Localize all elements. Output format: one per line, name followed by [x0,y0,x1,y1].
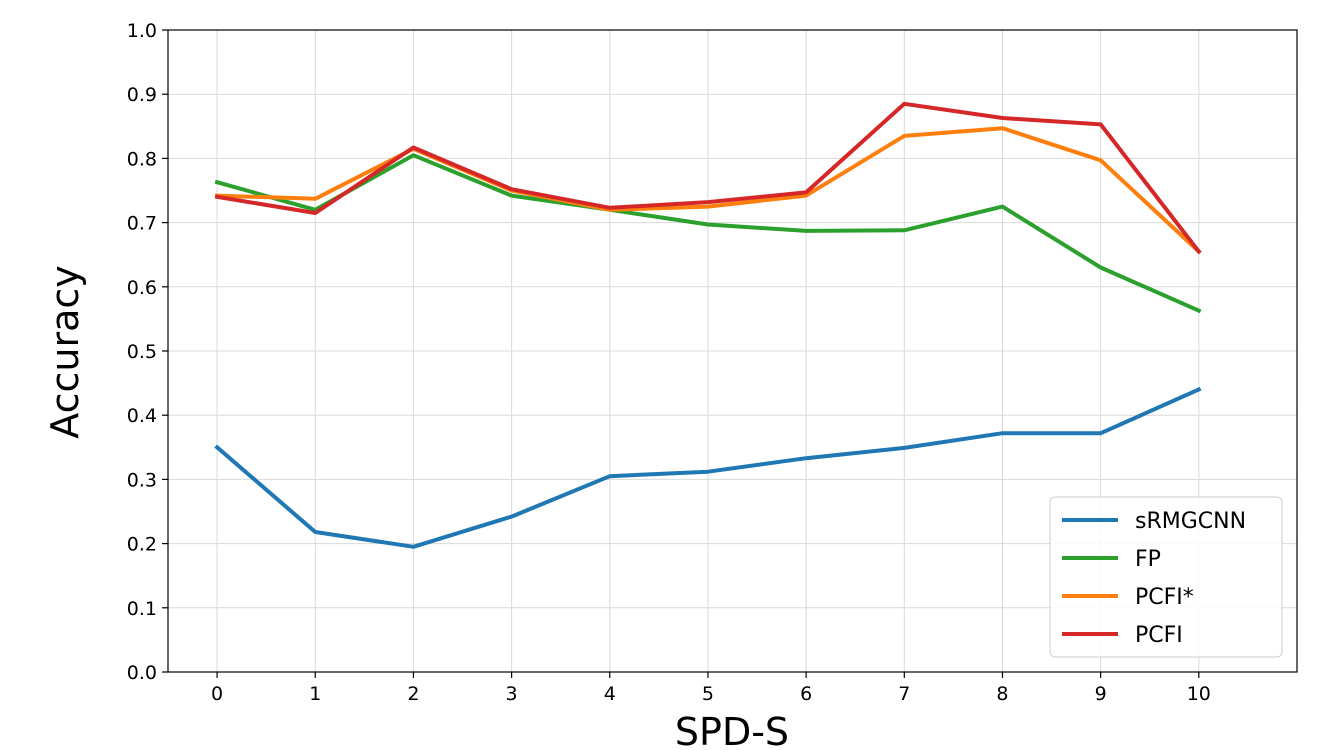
series-line-fp [214,153,1202,314]
y-tick-label: 0.6 [127,277,157,299]
y-tick-label: 0.2 [127,534,157,556]
x-axis: 0 1 2 3 4 5 6 7 8 9 10 [211,672,1211,705]
y-tick-label: 0.9 [127,84,157,106]
x-tick-label: 2 [407,683,419,705]
x-axis-label: SPD-S [675,710,789,750]
y-tick-label: 0.5 [127,341,157,363]
x-tick-label: 1 [309,683,321,705]
y-axis: 0.0 0.1 0.2 0.3 0.4 0.5 0.6 0.7 0.8 0.9 1.0 [127,20,168,684]
legend: sRMGCNN FP PCFI* PCFI [1049,496,1283,658]
x-tick-label: 6 [800,683,812,705]
legend-label: PCFI* [1135,585,1194,610]
x-tick-label: 5 [702,683,714,705]
y-tick-label: 0.8 [127,148,157,170]
y-tick-label: 0.3 [127,469,157,491]
y-tick-label: 0.7 [127,213,157,235]
legend-label: sRMGCNN [1135,509,1246,534]
x-tick-label: 7 [898,683,910,705]
series-line-srmgcnn [214,386,1202,549]
series-line-pcfi [214,101,1202,255]
y-tick-label: 0.1 [127,598,157,620]
y-tick-label: 0.4 [127,405,157,427]
x-tick-label: 8 [996,683,1008,705]
x-tick-label: 0 [211,683,223,705]
legend-box [1049,496,1283,658]
x-tick-label: 3 [506,683,518,705]
series-line-pcfi [215,126,1202,255]
legend-label: PCFI [1135,623,1183,648]
legend-label: FP [1135,547,1161,572]
y-axis-label: Accuracy [43,265,87,439]
x-tick-label: 10 [1187,683,1211,705]
series-lines [214,101,1202,549]
y-tick-label: 0.0 [127,662,157,684]
x-tick-label: 9 [1095,683,1107,705]
x-tick-label: 4 [604,683,616,705]
y-tick-label: 1.0 [127,20,157,42]
